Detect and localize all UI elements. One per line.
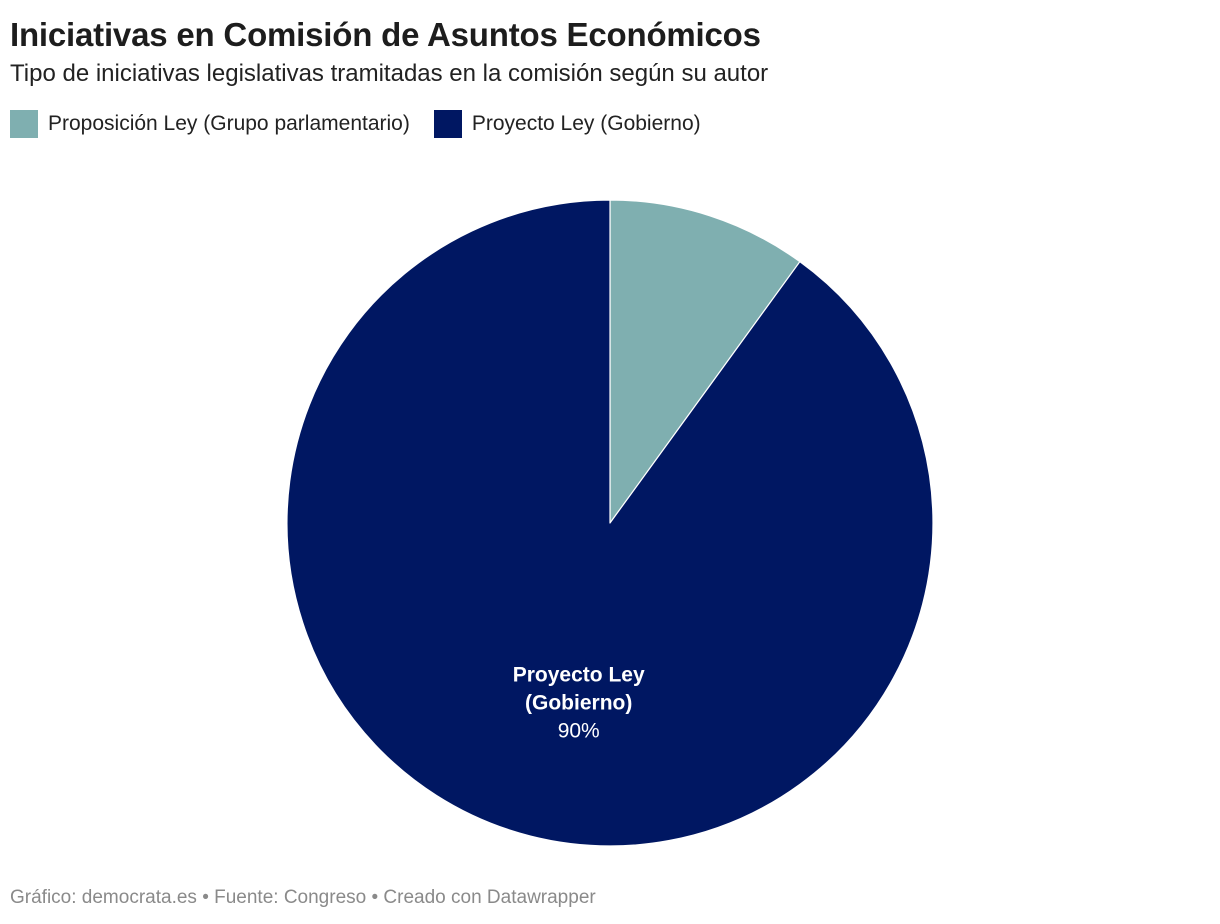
legend-label-proposicion: Proposición Ley (Grupo parlamentario) [48, 112, 410, 135]
pie-slice-label-line: Proyecto Ley [513, 663, 645, 686]
pie-slice-label-line: (Gobierno) [525, 691, 632, 714]
legend-swatch-proposicion [10, 110, 38, 138]
pie-slice-value-label: 90% [558, 719, 600, 742]
pie-slice-label-1: Proyecto Ley (Gobierno) 90% [513, 663, 645, 742]
chart-footer: Gráfico: democrata.es • Fuente: Congreso… [10, 887, 596, 908]
pie-chart: Proyecto Ley (Gobierno) 90% [286, 199, 934, 847]
pie-slice-0 [609, 199, 801, 524]
legend-label-proyecto: Proyecto Ley (Gobierno) [471, 112, 701, 135]
pie-slice-1 [286, 199, 934, 847]
chart-subtitle: Tipo de iniciativas legislativas tramita… [10, 60, 769, 87]
legend-item-proyecto: Proyecto Ley (Gobierno) [433, 110, 701, 138]
legend-swatch-proyecto [433, 110, 462, 138]
chart-title: Iniciativas en Comisión de Asuntos Econó… [10, 16, 761, 53]
legend: Proposición Ley (Grupo parlamentario) Pr… [10, 110, 701, 138]
legend-item-proposicion: Proposición Ley (Grupo parlamentario) [10, 110, 410, 138]
